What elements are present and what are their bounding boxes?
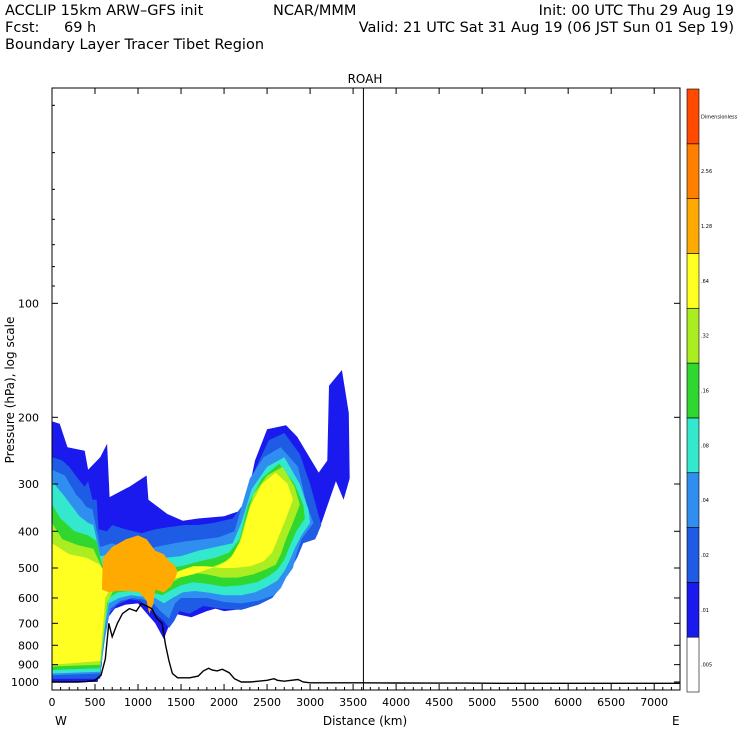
colorbar-label-4: .08	[701, 443, 709, 449]
x-axis-label: Distance (km)	[323, 714, 407, 728]
x-tick-label-0: 0	[49, 696, 56, 709]
colorbar-label-10: Dimensionless	[701, 114, 738, 120]
y-tick-label-500: 500	[18, 562, 39, 575]
colorbar-swatch-3	[686, 472, 700, 528]
colorbar-swatch-5	[686, 362, 700, 419]
colorbar-label-5: .16	[701, 389, 709, 395]
y-tick-label-800: 800	[18, 639, 39, 652]
terrain-profile-line	[52, 602, 680, 684]
header-init: Init: 00 UTC Thu 29 Aug 19	[539, 3, 734, 19]
colorbar-label-9: 2.56	[701, 169, 712, 175]
colorbar: .005 .01 .02 .04 .08 .16 .32 .64 1.28 2.56 Dimensi…	[686, 88, 738, 693]
y-axis: 100 200 300 400 500 600 700 800 900 1000	[11, 104, 680, 689]
colorbar-swatch-7	[686, 253, 700, 309]
x-axis-right-end-label: E	[672, 714, 680, 728]
header-model: ACCLIP 15km ARW–GFS init	[5, 3, 204, 19]
x-tick-label-5500: 5500	[511, 696, 539, 709]
x-tick-label-6000: 6000	[554, 696, 582, 709]
colorbar-swatch-0	[686, 636, 700, 693]
y-tick-label-1000: 1000	[11, 676, 39, 689]
x-tick-label-3500: 3500	[339, 696, 367, 709]
chart-title: ROAH	[348, 72, 383, 86]
colorbar-swatch-8	[686, 198, 700, 254]
colorbar-label-0: .005	[701, 663, 712, 669]
y-tick-label-600: 600	[18, 592, 39, 605]
y-axis-label: Pressure (hPa), log scale	[3, 317, 17, 464]
colorbar-label-6: .32	[701, 334, 709, 340]
tracer-region-4	[52, 457, 311, 674]
x-axis: 0 500 1000 1500 2000 2500 3000 3500 4000 4500 5000…	[49, 88, 672, 709]
x-tick-label-500: 500	[85, 696, 106, 709]
header-org: NCAR/MMM	[273, 3, 356, 19]
x-tick-label-1000: 1000	[124, 696, 152, 709]
plot-area	[51, 87, 681, 691]
header-product: Boundary Layer Tracer Tibet Region	[5, 37, 264, 53]
tracer-region-7	[52, 472, 293, 665]
header-fcst-value: 69 h	[64, 20, 96, 36]
x-axis-left-end-label: W	[55, 714, 67, 728]
x-tick-label-7000: 7000	[640, 696, 668, 709]
y-tick-label-200: 200	[18, 411, 39, 424]
x-tick-label-1500: 1500	[167, 696, 195, 709]
colorbar-label-8: 1.28	[701, 224, 712, 230]
colorbar-label-7: .64	[701, 279, 709, 285]
x-tick-label-4000: 4000	[382, 696, 410, 709]
y-tick-label-700: 700	[18, 617, 39, 630]
x-tick-label-2000: 2000	[210, 696, 238, 709]
y-tick-label-400: 400	[18, 525, 39, 538]
colorbar-swatch-6	[686, 307, 700, 364]
x-tick-label-2500: 2500	[253, 696, 281, 709]
colorbar-label-2: .02	[701, 553, 709, 559]
colorbar-label-1: .01	[701, 608, 709, 614]
colorbar-swatch-4	[686, 417, 700, 474]
plot-frame	[51, 87, 681, 691]
x-tick-label-6500: 6500	[597, 696, 625, 709]
x-tick-label-4500: 4500	[425, 696, 453, 709]
y-tick-label-100: 100	[18, 297, 39, 310]
tracer-region-5	[52, 463, 305, 670]
y-tick-label-300: 300	[18, 478, 39, 491]
x-tick-label-3000: 3000	[296, 696, 324, 709]
colorbar-label-3: .04	[701, 498, 709, 504]
header-valid: Valid: 21 UTC Sat 31 Aug 19 (06 JST Sun …	[359, 20, 734, 36]
tracer-region-8	[101, 535, 178, 614]
colorbar-swatch-2	[686, 527, 700, 583]
colorbar-swatch-1	[686, 582, 700, 638]
header-fcst-label: Fcst:	[5, 20, 39, 36]
chart-header: ACCLIP 15km ARW–GFS init NCAR/MMM Init: …	[5, 3, 734, 53]
colorbar-swatch-9	[686, 143, 700, 199]
x-tick-label-5000: 5000	[468, 696, 496, 709]
colorbar-swatch-10	[686, 88, 700, 145]
y-tick-label-900: 900	[18, 659, 39, 672]
